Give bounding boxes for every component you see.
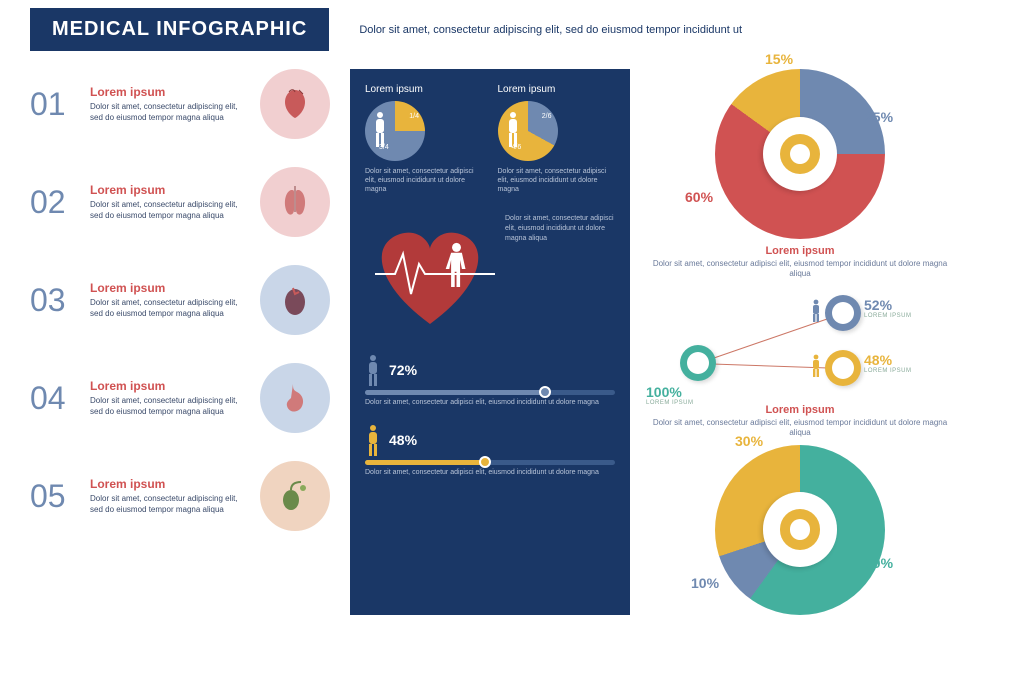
organ-number: 02 xyxy=(30,184,80,221)
link-node-2 xyxy=(825,295,861,331)
mini-pie-title: Lorem ipsum xyxy=(498,84,616,95)
mini-pie-chart: 2/6 4/6 xyxy=(498,101,558,161)
organ-number: 04 xyxy=(30,380,80,417)
progress-desc: Dolor sit amet, consectetur adipisci eli… xyxy=(365,469,615,476)
organ-title: Lorem ipsum xyxy=(90,183,250,197)
organ-number: 03 xyxy=(30,282,80,319)
organ-icon xyxy=(260,265,330,335)
link-node-3 xyxy=(825,350,861,386)
heart-ecg-graphic xyxy=(365,214,495,334)
heart-description: Dolor sit amet, consectetur adipisci eli… xyxy=(505,214,615,334)
organ-desc: Dolor sit amet, consectetur adipiscing e… xyxy=(90,298,250,319)
organ-icon xyxy=(260,461,330,531)
progress-row-2: 48% Dolor sit amet, consectetur adipisci… xyxy=(365,424,615,476)
mini-pie-desc: Dolor sit amet, consectetur adipisci eli… xyxy=(498,167,616,194)
page-title: MEDICAL INFOGRAPHIC xyxy=(30,8,329,51)
donut1-title: Lorem ipsum xyxy=(650,245,950,257)
donut-slice-label: 30% xyxy=(735,433,763,449)
organ-row-1: 01 Lorem ipsum Dolor sit amet, consectet… xyxy=(30,69,330,139)
organ-title: Lorem ipsum xyxy=(90,85,250,99)
mini-pie-2: Lorem ipsum 2/6 4/6 Dolor sit amet, cons… xyxy=(498,84,616,194)
donut-slice-label: 60% xyxy=(865,555,893,571)
mini-pie-title: Lorem ipsum xyxy=(365,84,483,95)
donut-chart-2: 60%10%30% xyxy=(715,445,885,615)
donut-slice-label: 60% xyxy=(685,189,713,205)
organ-icon xyxy=(260,69,330,139)
organ-desc: Dolor sit amet, consectetur adipiscing e… xyxy=(90,200,250,221)
person-icon xyxy=(365,354,381,386)
organ-number: 05 xyxy=(30,478,80,515)
link-node-label: 100% LOREM IPSUM xyxy=(646,385,694,407)
donut-slice-label: 10% xyxy=(691,575,719,591)
donut-chart-1: 25%60%15% xyxy=(715,69,885,239)
progress-percent: 48% xyxy=(389,432,417,448)
organ-icon xyxy=(260,363,330,433)
organ-title: Lorem ipsum xyxy=(90,379,250,393)
organ-title: Lorem ipsum xyxy=(90,477,250,491)
donut-slice-label: 25% xyxy=(865,109,893,125)
organ-desc: Dolor sit amet, consectetur adipiscing e… xyxy=(90,102,250,123)
organ-icon xyxy=(260,167,330,237)
charts-column: 25%60%15% Lorem ipsum Dolor sit amet, co… xyxy=(650,69,950,615)
person-icon xyxy=(365,424,381,456)
donut1-desc: Dolor sit amet, consectetur adipisci eli… xyxy=(650,259,950,280)
organ-number: 01 xyxy=(30,86,80,123)
organ-desc: Dolor sit amet, consectetur adipiscing e… xyxy=(90,494,250,515)
link-node-label: 48% LOREM IPSUM xyxy=(864,353,912,375)
link-diagram: 100% LOREM IPSUM 52% LOREM IPSUM 48% LOR… xyxy=(650,290,950,400)
organ-row-3: 03 Lorem ipsum Dolor sit amet, consectet… xyxy=(30,265,330,335)
link-node-label: 52% LOREM IPSUM xyxy=(864,298,912,320)
progress-bar xyxy=(365,390,615,395)
links-title: Lorem ipsum xyxy=(650,404,950,416)
progress-desc: Dolor sit amet, consectetur adipisci eli… xyxy=(365,399,615,406)
organ-row-2: 02 Lorem ipsum Dolor sit amet, consectet… xyxy=(30,167,330,237)
organs-list: 01 Lorem ipsum Dolor sit amet, consectet… xyxy=(30,69,330,615)
organ-row-5: 05 Lorem ipsum Dolor sit amet, consectet… xyxy=(30,461,330,531)
progress-percent: 72% xyxy=(389,362,417,378)
center-panel: Lorem ipsum 1/4 3/4 Dolor sit amet, cons… xyxy=(350,69,630,615)
mini-pie-1: Lorem ipsum 1/4 3/4 Dolor sit amet, cons… xyxy=(365,84,483,194)
progress-row-1: 72% Dolor sit amet, consectetur adipisci… xyxy=(365,354,615,406)
links-desc: Dolor sit amet, consectetur adipisci eli… xyxy=(650,418,950,439)
person-icon xyxy=(811,354,821,378)
organ-desc: Dolor sit amet, consectetur adipiscing e… xyxy=(90,396,250,417)
organ-row-4: 04 Lorem ipsum Dolor sit amet, consectet… xyxy=(30,363,330,433)
progress-bar xyxy=(365,460,615,465)
person-icon xyxy=(811,299,821,323)
donut-slice-label: 15% xyxy=(765,51,793,67)
page-subtitle: Dolor sit amet, consectetur adipiscing e… xyxy=(359,24,994,36)
link-node-1 xyxy=(680,345,716,381)
mini-pie-desc: Dolor sit amet, consectetur adipisci eli… xyxy=(365,167,483,194)
organ-title: Lorem ipsum xyxy=(90,281,250,295)
mini-pie-chart: 1/4 3/4 xyxy=(365,101,425,161)
